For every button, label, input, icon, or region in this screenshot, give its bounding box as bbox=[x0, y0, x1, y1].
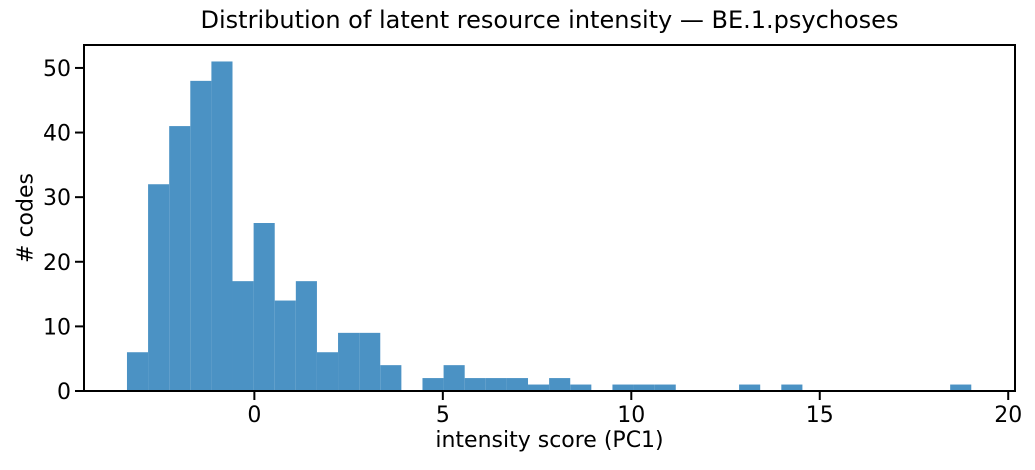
x-tick-label: 10 bbox=[617, 403, 645, 428]
histogram-bar bbox=[148, 184, 170, 391]
y-tick-label: 40 bbox=[43, 122, 71, 147]
histogram-bar bbox=[274, 300, 296, 391]
histogram-bar bbox=[232, 281, 254, 391]
histogram-bar bbox=[190, 80, 212, 391]
x-tick-label: 20 bbox=[994, 403, 1022, 428]
x-tick-label: 5 bbox=[436, 403, 450, 428]
histogram-bar bbox=[633, 384, 655, 391]
histogram-bar bbox=[380, 365, 402, 391]
histogram-bar bbox=[781, 384, 803, 391]
y-tick-label: 50 bbox=[43, 57, 71, 82]
histogram-bar bbox=[443, 365, 465, 391]
y-tick-label: 30 bbox=[43, 186, 71, 211]
histogram-bar bbox=[612, 384, 634, 391]
histogram-bar bbox=[316, 352, 339, 391]
histogram-bar bbox=[950, 384, 972, 391]
histogram-bar bbox=[549, 378, 571, 391]
histogram-bar bbox=[654, 384, 676, 391]
histogram-bar bbox=[126, 352, 149, 391]
histogram-bar bbox=[338, 332, 360, 391]
plot-border bbox=[83, 44, 1016, 392]
histogram-bar bbox=[295, 281, 317, 391]
chart-title: Distribution of latent resource intensit… bbox=[200, 6, 899, 34]
histogram-bar bbox=[359, 332, 381, 391]
histogram-bar bbox=[506, 378, 529, 391]
y-tick-label: 10 bbox=[43, 315, 71, 340]
histogram-bar bbox=[485, 378, 507, 391]
y-tick-label: 20 bbox=[43, 251, 71, 276]
histogram-bar bbox=[169, 126, 191, 392]
x-tick-label: 0 bbox=[247, 403, 261, 428]
x-tick-label: 15 bbox=[806, 403, 834, 428]
histogram-bar bbox=[464, 378, 486, 391]
histogram-bar bbox=[211, 61, 233, 391]
histogram-bar bbox=[739, 384, 761, 391]
x-axis-label: intensity score (PC1) bbox=[435, 428, 664, 453]
histogram-bar bbox=[253, 223, 275, 391]
histogram-bar bbox=[528, 384, 550, 391]
y-tick-label: 0 bbox=[57, 380, 71, 405]
histogram-bar bbox=[570, 384, 592, 391]
histogram-bar bbox=[422, 378, 444, 391]
